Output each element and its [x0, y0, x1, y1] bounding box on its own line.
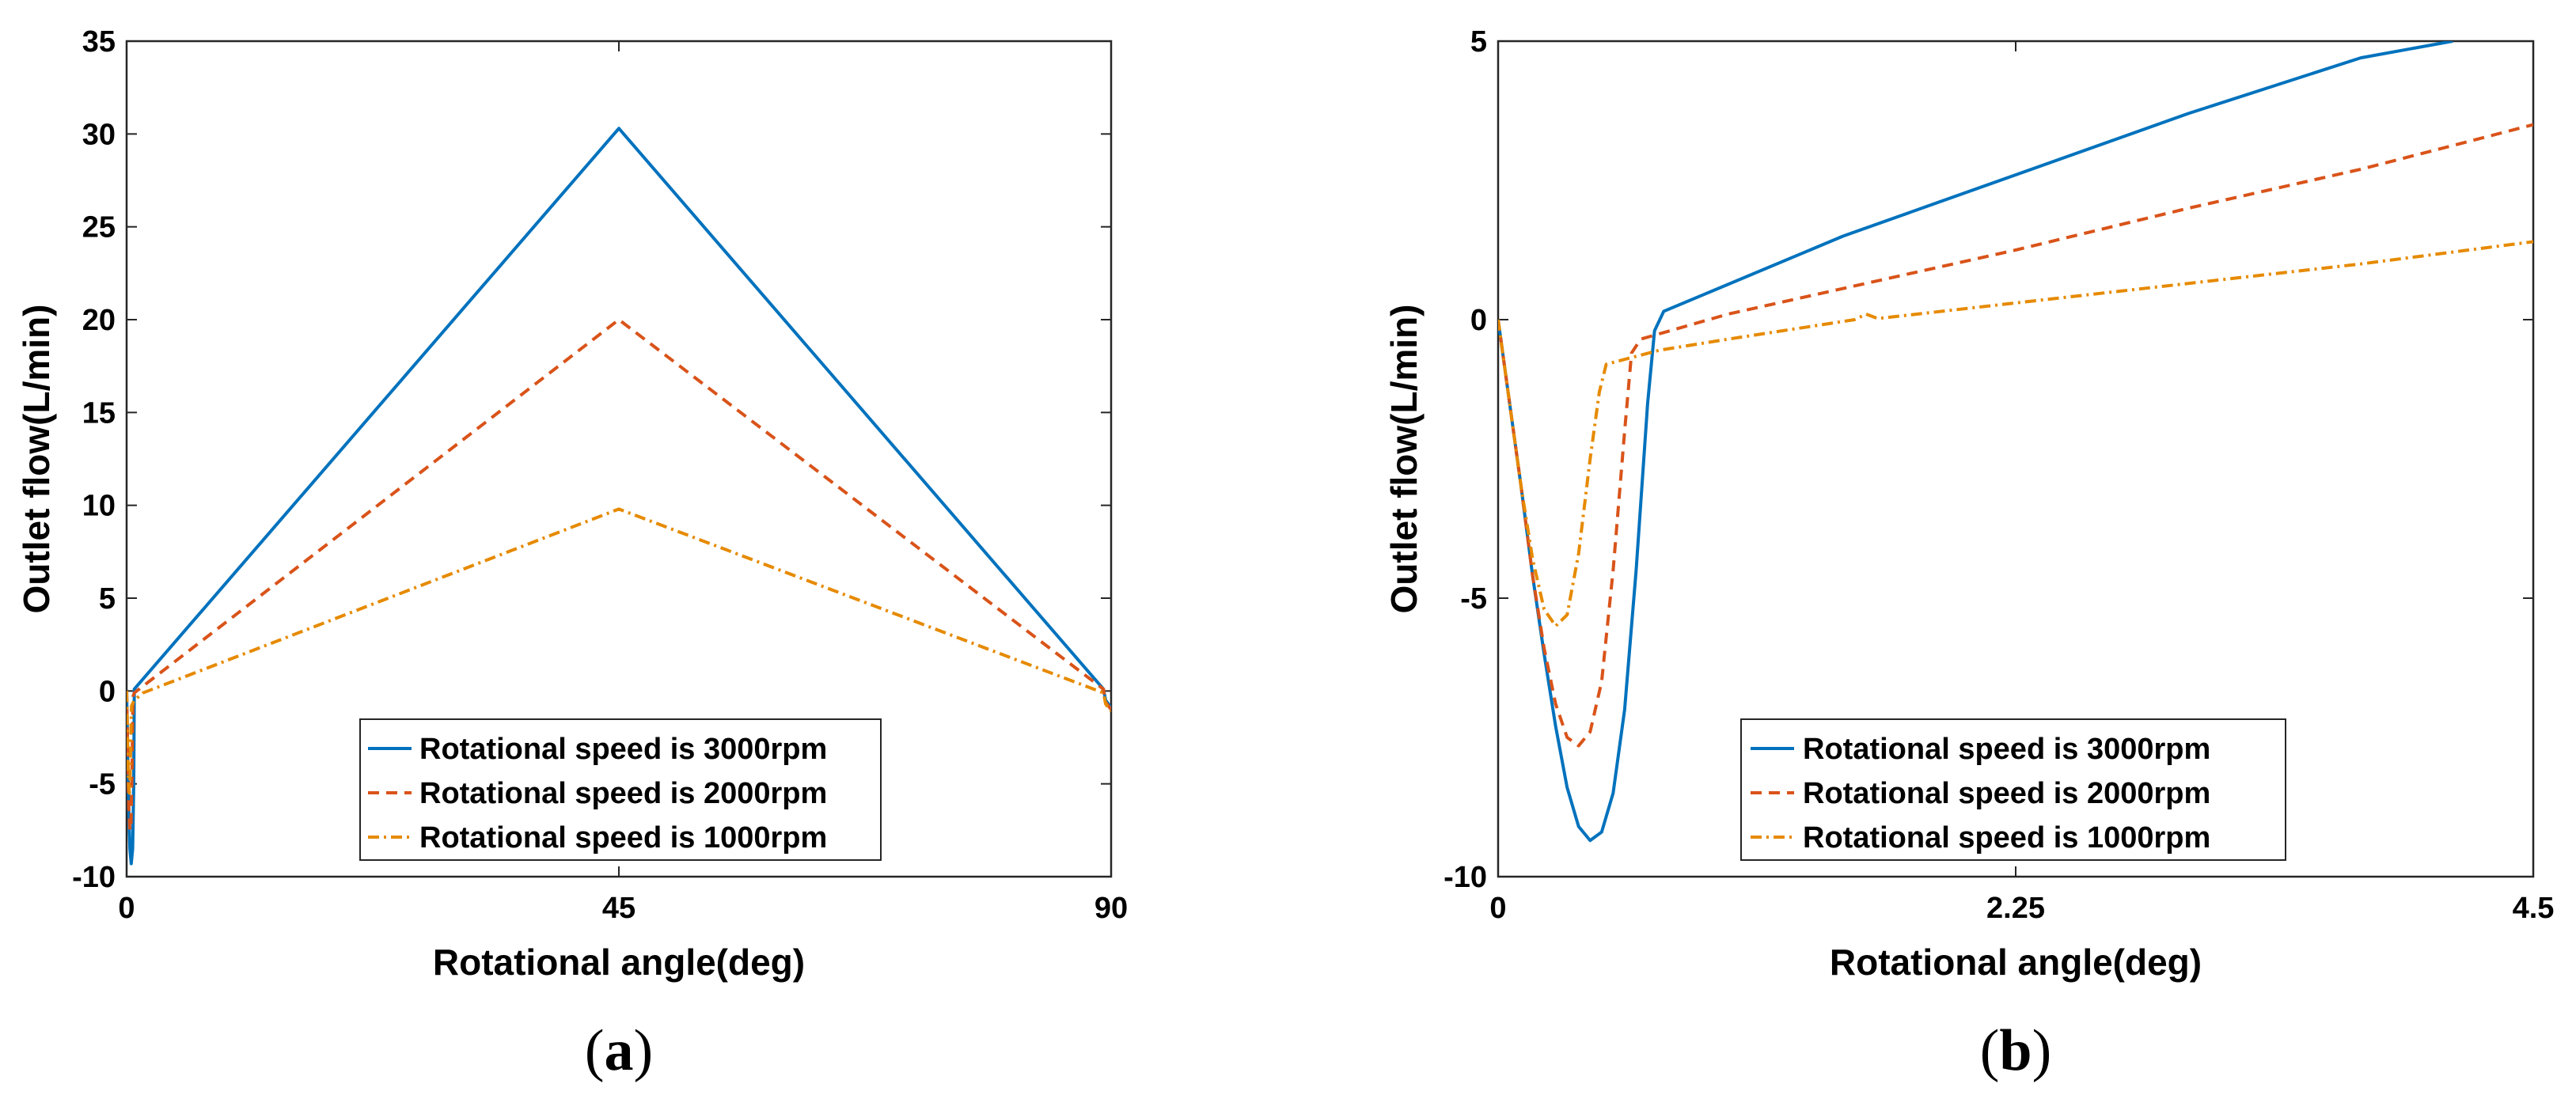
x-tick-label: 0	[1489, 892, 1506, 925]
caption-close-a: )	[634, 1018, 654, 1083]
x-tick-label: 45	[602, 892, 635, 925]
caption-close-b: )	[2032, 1018, 2052, 1083]
y-tick-label: 10	[82, 490, 116, 523]
x-tick-label: 4.5	[2513, 892, 2555, 925]
x-axis-label-a: Rotational angle(deg)	[433, 942, 805, 983]
y-tick-label: 25	[82, 211, 116, 244]
caption-open-b: (	[1980, 1018, 2000, 1083]
y-axis-label-b: Outlet flow(L/min)	[1383, 305, 1425, 614]
y-tick-label: 15	[82, 396, 116, 430]
series-line-2000rpm	[127, 318, 1111, 832]
legend-label-2000rpm-a: Rotational speed is 2000rpm	[419, 777, 827, 810]
series-line-3000rpm	[1498, 41, 2453, 843]
series-line-2000rpm	[1498, 123, 2533, 748]
y-tick-label: 5	[99, 582, 116, 616]
y-tick-label: -5	[89, 768, 116, 802]
y-axis-label-a: Outlet flow(L/min)	[16, 305, 57, 614]
caption-a: (a)	[585, 1018, 653, 1083]
series-lines-a	[127, 127, 1111, 866]
caption-letter-a: a	[605, 1018, 634, 1083]
legend-box-b	[1740, 718, 2286, 861]
legend-a: Rotational speed is 3000rpm Rotational s…	[359, 718, 882, 861]
legend-label-3000rpm-b: Rotational speed is 3000rpm	[1803, 733, 2210, 766]
series-lines-b	[1498, 41, 2533, 843]
legend-label-3000rpm-a: Rotational speed is 3000rpm	[419, 733, 827, 766]
y-ticks-b: -10 -5 0 5	[1444, 25, 2533, 894]
x-tick-label: 0	[118, 892, 135, 925]
x-tick-label: 90	[1095, 892, 1128, 925]
x-axis-label-b: Rotational angle(deg)	[1830, 942, 2202, 983]
y-tick-label: -5	[1460, 582, 1487, 616]
caption-b: (b)	[1980, 1018, 2051, 1083]
chart-panel-b: -10 -5 0 5 0 2.25 4.5 Rotational angle(deg) O…	[1383, 25, 2554, 1083]
y-tick-label: 20	[82, 304, 116, 337]
y-tick-label: 35	[82, 25, 116, 59]
y-tick-label: 5	[1470, 25, 1487, 59]
legend-label-1000rpm-a: Rotational speed is 1000rpm	[419, 821, 827, 855]
x-ticks-a: 0 45 90	[118, 41, 1128, 925]
y-tick-label: 30	[82, 118, 116, 151]
legend-label-2000rpm-b: Rotational speed is 2000rpm	[1803, 777, 2210, 810]
legend-b: Rotational speed is 3000rpm Rotational s…	[1740, 718, 2286, 861]
x-ticks-b: 0 2.25 4.5	[1489, 41, 2554, 925]
y-tick-label: -10	[72, 861, 116, 894]
y-tick-label: -10	[1444, 861, 1487, 894]
chart-panel-a: -10 -5 0 5 10 15 20 25 30 35 0 45 90 Rotational ang…	[16, 25, 1128, 1083]
y-ticks-a: -10 -5 0 5 10 15 20 25 30 35	[72, 25, 1111, 894]
y-tick-label: 0	[99, 675, 116, 708]
x-tick-label: 2.25	[1986, 892, 2045, 925]
series-line-1000rpm	[127, 507, 1111, 795]
y-tick-label: 0	[1470, 304, 1487, 337]
legend-box-a	[359, 718, 882, 861]
caption-open-a: (	[585, 1018, 605, 1083]
caption-letter-b: b	[1999, 1018, 2032, 1083]
legend-label-1000rpm-b: Rotational speed is 1000rpm	[1803, 821, 2210, 855]
